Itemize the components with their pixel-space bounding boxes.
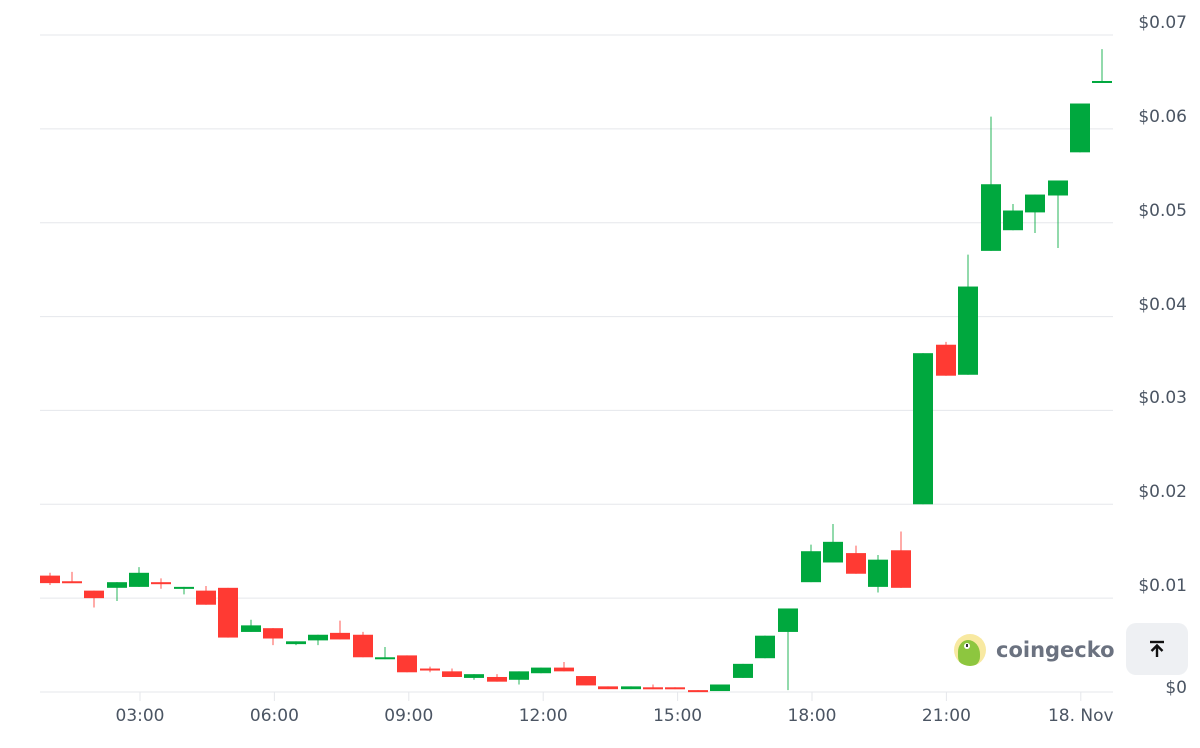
- y-axis-label: $0.03: [1138, 388, 1187, 409]
- candle-down[interactable]: [442, 668, 462, 677]
- candle-down[interactable]: [665, 687, 685, 690]
- candle-up[interactable]: [958, 254, 978, 375]
- x-axis-label: 06:00: [249, 706, 299, 726]
- candle-up[interactable]: [375, 646, 395, 660]
- candle-down[interactable]: [196, 585, 216, 605]
- y-axis-label: $0: [1165, 678, 1187, 698]
- y-axis-label: $0.07: [1138, 13, 1187, 33]
- candle-up[interactable]: [868, 554, 888, 593]
- x-axis-label: 18. Nov: [1047, 706, 1114, 726]
- candle-down[interactable]: [598, 686, 618, 690]
- candle-down[interactable]: [487, 674, 507, 682]
- candle-down[interactable]: [891, 531, 911, 588]
- candle-down[interactable]: [353, 631, 373, 658]
- coingecko-watermark: coingecko: [954, 634, 1115, 666]
- candle-up[interactable]: [1048, 180, 1068, 249]
- y-axis-label: $0.05: [1138, 200, 1187, 221]
- candle-up[interactable]: [531, 667, 551, 674]
- candle-up[interactable]: [778, 608, 798, 691]
- candle-down[interactable]: [151, 578, 171, 589]
- candle-down[interactable]: [62, 571, 82, 584]
- candle-down[interactable]: [218, 587, 238, 638]
- candlestick-series[interactable]: [40, 49, 1112, 693]
- watermark-text: coingecko: [996, 638, 1115, 662]
- candle-down[interactable]: [846, 545, 866, 574]
- x-axis-label: 12:00: [518, 706, 568, 726]
- candle-up[interactable]: [241, 619, 261, 632]
- candle-down[interactable]: [420, 666, 440, 673]
- candle-up[interactable]: [107, 582, 127, 601]
- x-axis-label: 03:00: [115, 706, 165, 726]
- candle-down[interactable]: [643, 684, 663, 690]
- y-axis-label: $0.04: [1138, 294, 1187, 315]
- candle-up[interactable]: [464, 674, 484, 680]
- candle-up[interactable]: [1070, 103, 1090, 153]
- x-axis-label: 21:00: [921, 706, 971, 726]
- candle-down[interactable]: [397, 655, 417, 673]
- candle-up[interactable]: [913, 353, 933, 505]
- candle-up[interactable]: [1092, 49, 1112, 83]
- candle-up[interactable]: [710, 684, 730, 692]
- candle-up[interactable]: [308, 634, 328, 646]
- candle-up[interactable]: [1025, 194, 1045, 234]
- candle-up[interactable]: [823, 523, 843, 563]
- candle-up[interactable]: [801, 544, 821, 583]
- candle-down[interactable]: [688, 690, 708, 693]
- y-axis-label: $0.01: [1138, 576, 1187, 597]
- y-axis-label: $0.06: [1138, 106, 1187, 127]
- candle-up[interactable]: [1003, 203, 1023, 231]
- candle-down[interactable]: [263, 628, 283, 646]
- reset-zoom-button[interactable]: [1126, 623, 1188, 675]
- candle-down[interactable]: [330, 620, 350, 640]
- arrow-up-to-line-icon: [1150, 640, 1164, 657]
- candle-up[interactable]: [129, 567, 149, 587]
- x-axis-ticks: [139, 692, 1082, 701]
- candle-down[interactable]: [576, 676, 596, 686]
- x-axis-label: 15:00: [653, 706, 703, 726]
- candle-up[interactable]: [733, 663, 753, 678]
- candle-down[interactable]: [554, 661, 574, 672]
- candle-up[interactable]: [755, 635, 775, 659]
- candle-up[interactable]: [981, 116, 1001, 251]
- y-axis-label: $0.02: [1138, 482, 1187, 503]
- candle-down[interactable]: [84, 590, 104, 608]
- candle-up[interactable]: [621, 686, 641, 690]
- candle-down[interactable]: [40, 572, 60, 586]
- candle-up[interactable]: [174, 586, 194, 595]
- candle-up[interactable]: [509, 671, 529, 685]
- x-axis-label: 09:00: [384, 706, 434, 726]
- gecko-logo-icon: [954, 634, 986, 666]
- x-axis-label: 18:00: [787, 706, 837, 726]
- candle-up[interactable]: [286, 641, 306, 646]
- candle-down[interactable]: [936, 341, 956, 376]
